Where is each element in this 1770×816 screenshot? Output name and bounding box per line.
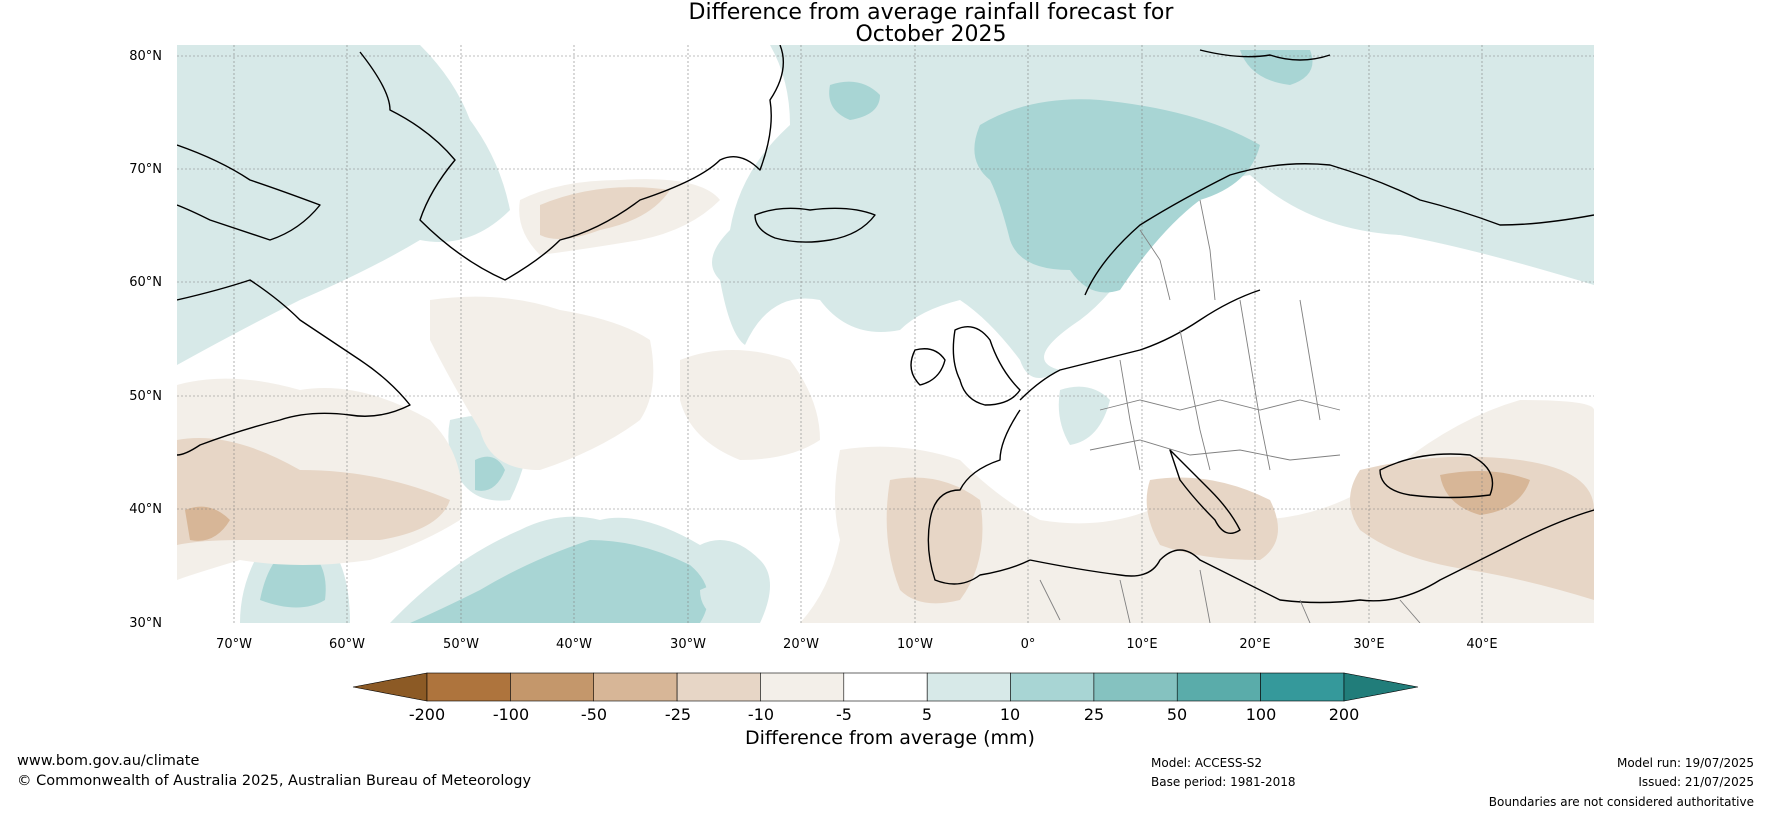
colorbar-block xyxy=(426,672,511,702)
colorbar-block xyxy=(1010,672,1095,702)
coastline-italy xyxy=(1169,449,1241,534)
colorbar-block xyxy=(843,672,928,702)
wet-region-mid-atlantic-core xyxy=(475,456,505,491)
bom-website-link[interactable]: www.bom.gov.au/climate xyxy=(17,753,200,769)
coastlines xyxy=(177,45,1594,604)
wet-region-norwegian-sea xyxy=(974,99,1260,293)
wet-region-labrador-sea xyxy=(177,45,510,365)
rainfall-anomaly-map: 80°N 70°N 60°N 50°N 40°N 30°N 70°W 60°W … xyxy=(129,45,1594,652)
colorbar-block xyxy=(1260,672,1345,702)
dry-region-east-canada-mid xyxy=(177,438,450,545)
colorbar-block xyxy=(926,672,1011,702)
coastline-europe-west xyxy=(927,409,1031,585)
wet-region-sw-atlantic-core xyxy=(410,540,708,623)
dry-region-south-greenland-core xyxy=(540,187,670,239)
boundaries-disclaimer: Boundaries are not considered authoritat… xyxy=(1488,795,1754,809)
dry-region-mid-atlantic-west xyxy=(680,350,820,460)
colorbar-tick-label: -200 xyxy=(409,705,445,724)
colorbar-tick-label: 100 xyxy=(1246,705,1277,724)
lat-label: 80°N xyxy=(129,49,162,64)
model-run-date: Model run: 19/07/2025 xyxy=(1616,756,1754,770)
lon-label: 70°W xyxy=(216,637,252,652)
lat-label: 70°N xyxy=(129,162,162,177)
dry-region-east-canada-core xyxy=(185,506,230,541)
base-period: Base period: 1981-2018 xyxy=(1151,775,1296,789)
colorbar-blocks xyxy=(352,672,1419,702)
colorbar-tick-label: -5 xyxy=(836,705,852,724)
lon-label: 10°E xyxy=(1126,637,1157,652)
coastline-north-europe xyxy=(1019,289,1261,401)
colorbar-tick-label: 10 xyxy=(1000,705,1020,724)
colorbar-block xyxy=(760,672,845,702)
colorbar-ticks: -200 -100 -50 -25 -10 -5 5 10 25 50 100 … xyxy=(409,705,1359,724)
lon-label: 50°W xyxy=(443,637,479,652)
colorbar-extend-high xyxy=(1343,672,1419,702)
coastline-scandinavia xyxy=(1084,163,1594,296)
colorbar-tick-label: 200 xyxy=(1329,705,1360,724)
dry-region-central-atlantic xyxy=(430,296,654,470)
colorbar-tick-label: -10 xyxy=(748,705,774,724)
coastline-labrador xyxy=(177,279,411,456)
lon-label: 30°E xyxy=(1353,637,1384,652)
model-name: Model: ACCESS-S2 xyxy=(1151,756,1263,770)
colorbar-block xyxy=(510,672,595,702)
lon-label: 30°W xyxy=(670,637,706,652)
wet-region-azores xyxy=(700,582,760,620)
colorbar-tick-label: -25 xyxy=(665,705,691,724)
wet-region-east-greenland xyxy=(829,81,880,120)
lon-label: 20°E xyxy=(1239,637,1270,652)
colorbar-extend-low xyxy=(352,672,428,702)
country-borders xyxy=(1039,199,1421,623)
longitude-labels: 70°W 60°W 50°W 40°W 30°W 20°W 10°W 0° 10… xyxy=(216,637,1498,652)
coastline-britain xyxy=(952,326,1021,406)
lon-label: 20°W xyxy=(783,637,819,652)
colorbar-block xyxy=(1093,672,1178,702)
dry-region-italy-balkans xyxy=(1146,477,1278,560)
map-title-line1: Difference from average rainfall forecas… xyxy=(688,0,1174,25)
colorbar-tick-label: -100 xyxy=(493,705,529,724)
lat-label: 50°N xyxy=(129,389,162,404)
colorbar-tick-label: 5 xyxy=(922,705,932,724)
colorbar-tick-label: 50 xyxy=(1167,705,1187,724)
coastline-iceland xyxy=(754,207,876,243)
coastline-svalbard xyxy=(1199,49,1331,61)
colorbar-block xyxy=(676,672,761,702)
colorbar-block xyxy=(1176,672,1261,702)
latitude-labels: 80°N 70°N 60°N 50°N 40°N 30°N xyxy=(129,49,162,631)
lon-label: 40°W xyxy=(556,637,592,652)
lon-label: 40°E xyxy=(1466,637,1497,652)
lat-label: 40°N xyxy=(129,502,162,517)
copyright-notice: © Commonwealth of Australia 2025, Austra… xyxy=(17,773,532,789)
colorbar-tick-label: 25 xyxy=(1084,705,1104,724)
dry-region-turkey xyxy=(1350,456,1594,600)
coastline-greenland xyxy=(359,45,784,281)
coastline-baffin xyxy=(177,144,321,241)
issued-date: Issued: 21/07/2025 xyxy=(1638,775,1754,789)
wet-region-north-sea xyxy=(1058,386,1110,445)
coastline-black-sea xyxy=(1379,453,1494,499)
colorbar-tick-label: -50 xyxy=(581,705,607,724)
coastline-ireland xyxy=(910,348,946,386)
lon-label: 60°W xyxy=(329,637,365,652)
graticule xyxy=(177,45,1594,623)
colorbar-block xyxy=(593,672,678,702)
map-title-line2: October 2025 xyxy=(855,22,1007,47)
colorbar-title: Difference from average (mm) xyxy=(745,727,1035,749)
lat-label: 30°N xyxy=(129,616,162,631)
coastline-mediterranean xyxy=(1029,509,1594,604)
wet-region-barents xyxy=(1240,50,1313,85)
dry-region-turkey-core xyxy=(1440,471,1530,515)
lon-label: 10°W xyxy=(897,637,933,652)
lat-label: 60°N xyxy=(129,275,162,290)
lon-label: 0° xyxy=(1021,637,1036,652)
